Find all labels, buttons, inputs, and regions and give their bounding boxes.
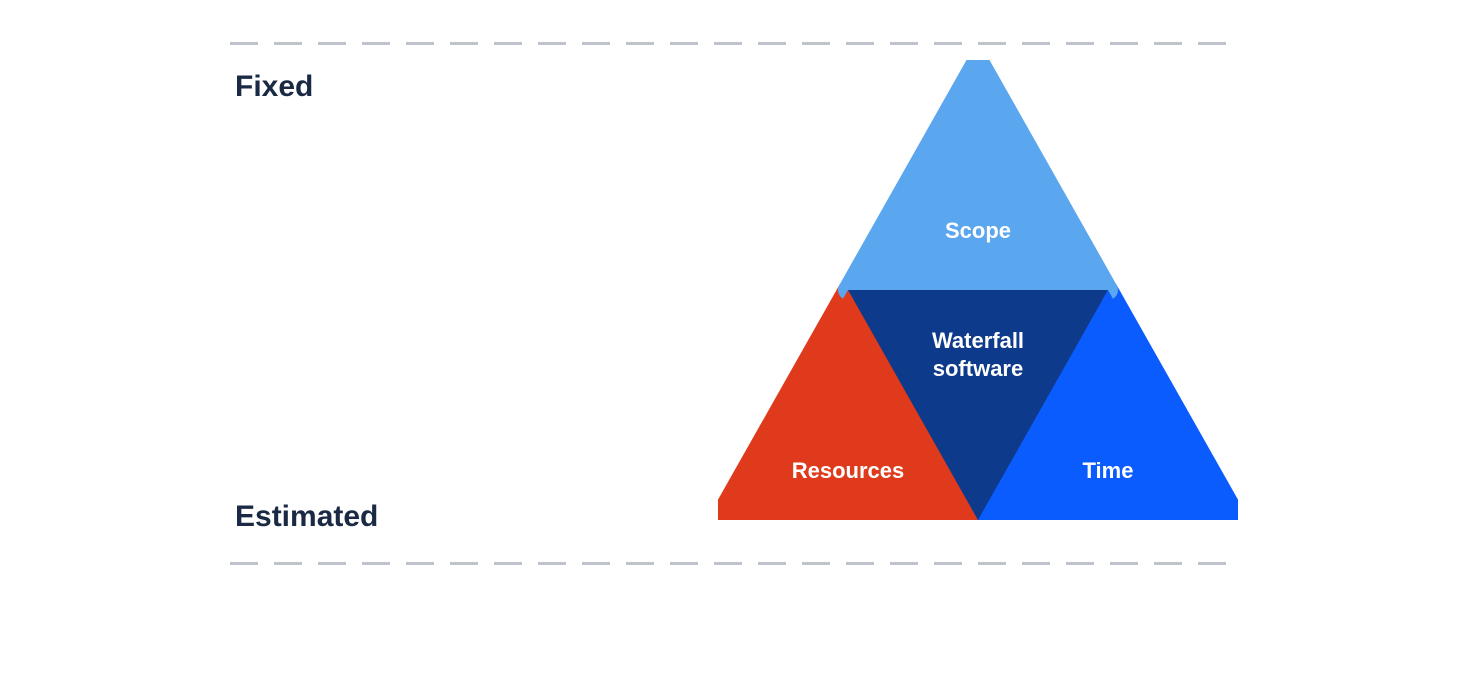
triangle-label-time: Time: [1008, 457, 1208, 485]
label-fixed: Fixed: [235, 70, 313, 104]
triangle-label-scope: Scope: [878, 217, 1078, 245]
triangle-diagram: Scope Resources Time Waterfallsoftware: [718, 60, 1238, 520]
dashed-line-bottom: [230, 562, 1240, 565]
diagram-canvas: Fixed Estimated Scope Resources Time Wat…: [0, 0, 1480, 680]
triangle-label-resources: Resources: [748, 457, 948, 485]
label-estimated: Estimated: [235, 500, 378, 534]
triangle-svg: [718, 60, 1238, 520]
dashed-line-top: [230, 42, 1240, 45]
triangle-label-center: Waterfallsoftware: [878, 327, 1078, 382]
